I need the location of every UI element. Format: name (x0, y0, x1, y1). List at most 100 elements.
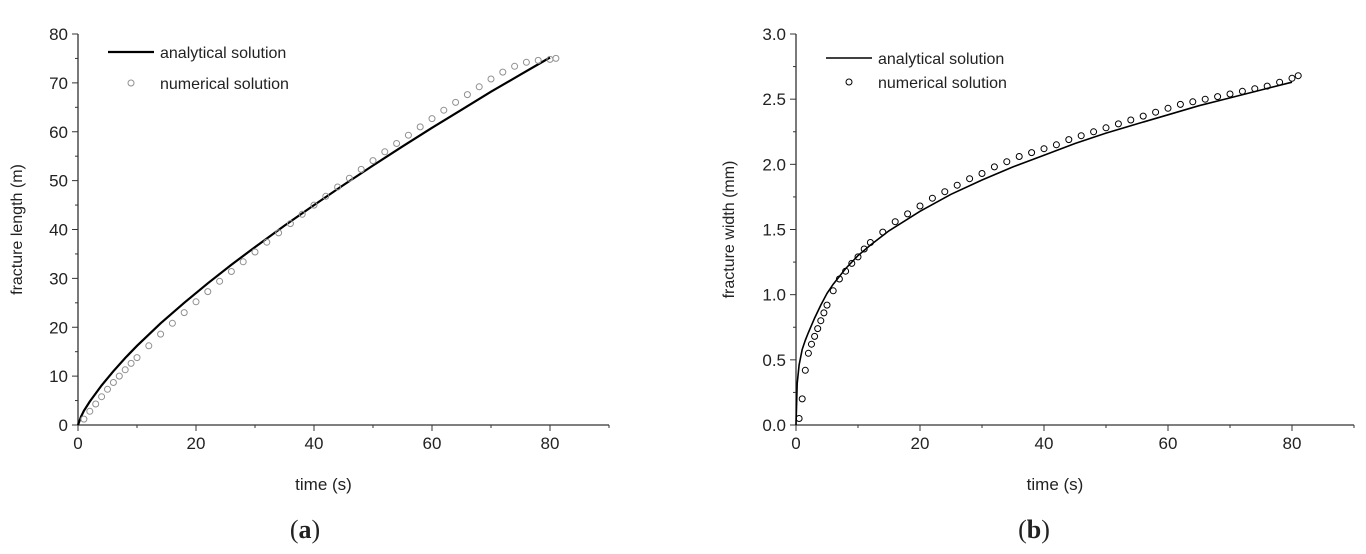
x-tick-label: 80 (1283, 434, 1302, 453)
numerical-point (1201, 95, 1209, 103)
numerical-point (357, 165, 365, 173)
x-tick-label: 40 (1035, 434, 1054, 453)
numerical-point (1127, 116, 1135, 124)
y-tick-label: 1.0 (762, 286, 786, 305)
numerical-point (1288, 74, 1296, 82)
numerical-point (286, 220, 294, 228)
y-tick-label: 0.5 (762, 351, 786, 370)
numerical-point (1040, 145, 1048, 153)
numerical-point (1003, 158, 1011, 166)
y-tick-label: 40 (49, 221, 68, 240)
legend-entry: analytical solution (878, 51, 1004, 68)
legend: analytical solution numerical solution (108, 45, 289, 93)
numerical-point (127, 359, 135, 367)
y-tick-label: 0 (59, 416, 68, 435)
numerical-point (275, 229, 283, 237)
numerical-point (941, 188, 949, 196)
numerical-point (416, 123, 424, 131)
x-tick-label: 20 (911, 434, 930, 453)
numerical-point (820, 309, 828, 317)
numerical-point (848, 259, 856, 267)
numerical-point (345, 174, 353, 182)
numerical-point (1238, 87, 1246, 95)
numerical-point (145, 342, 153, 350)
x-tick-label: 80 (541, 434, 560, 453)
numerical-point (334, 183, 342, 191)
numerical-point (814, 325, 822, 333)
numerical-point (1226, 90, 1234, 98)
x-axis-label: time (s) (295, 475, 352, 494)
numerical-point (795, 415, 803, 422)
y-tick-label: 3.0 (762, 25, 786, 44)
panel-a-chart: 0 20 40 60 80 0 10 20 30 40 50 60 70 80 time (s) fractu… (9, 25, 610, 494)
numerical-point (823, 301, 831, 309)
numerical-point (1189, 98, 1197, 106)
numerical-point (499, 68, 507, 76)
numerical-point (98, 393, 106, 401)
numerical-point (511, 62, 519, 70)
y-tick-label: 2.5 (762, 90, 786, 109)
numerical-point (990, 163, 998, 171)
numerical-point (534, 56, 542, 64)
numerical-point (86, 407, 94, 415)
panel-b-chart: 0 20 40 60 80 0.0 0.5 1.0 1.5 2.0 2.5 3.0 time (s) fr… (721, 25, 1355, 494)
numerical-point (522, 58, 530, 66)
numerical-point (1065, 136, 1073, 144)
y-axis-label: fracture width (mm) (721, 161, 738, 299)
y-tick-label: 50 (49, 172, 68, 191)
numerical-point (180, 309, 188, 317)
numerical-point (835, 275, 843, 283)
analytical-series (76, 56, 551, 426)
y-tick-label: 80 (49, 25, 68, 44)
numerical-point (1152, 108, 1160, 116)
y-tick-label: 20 (49, 318, 68, 337)
numerical-point (115, 372, 123, 380)
numerical-series (795, 72, 1302, 422)
x-tick-label: 60 (423, 434, 442, 453)
numerical-point (842, 267, 850, 275)
numerical-point (168, 319, 176, 327)
y-tick-label: 30 (49, 269, 68, 288)
numerical-point (808, 340, 815, 348)
numerical-point (798, 395, 806, 403)
numerical-point (1102, 124, 1110, 132)
numerical-point (428, 115, 436, 123)
legend-entry: numerical solution (878, 75, 1007, 92)
caption-b: (b) (1018, 515, 1050, 544)
numerical-point (928, 194, 936, 202)
numerical-point (452, 98, 460, 106)
numerical-point (966, 175, 974, 183)
x-tick-label: 40 (305, 434, 324, 453)
numerical-series (80, 54, 560, 423)
legend-entry: numerical solution (160, 76, 289, 93)
numerical-point (866, 239, 874, 246)
numerical-point (1251, 85, 1259, 93)
numerical-point (322, 192, 330, 200)
y-tick-label: 2.0 (762, 155, 786, 174)
numerical-point (552, 54, 560, 62)
legend: analytical solution numerical solution (826, 51, 1007, 92)
y-tick-label: 70 (49, 74, 68, 93)
numerical-point (916, 202, 924, 210)
numerical-point (1015, 153, 1023, 160)
y-axis-label: fracture length (m) (9, 164, 26, 295)
analytical-line (795, 81, 1293, 426)
numerical-point (801, 366, 809, 374)
numerical-point (879, 228, 887, 236)
numerical-point (239, 258, 247, 266)
numerical-point (1294, 72, 1302, 80)
numerical-point (487, 75, 495, 83)
numerical-point (192, 298, 200, 306)
numerical-point (1139, 112, 1147, 120)
numerical-point (310, 201, 318, 209)
numerical-point (829, 287, 837, 295)
numerical-point (463, 91, 471, 99)
legend-marker-swatch (845, 78, 853, 86)
numerical-point (92, 400, 100, 408)
numerical-point (440, 106, 448, 114)
numerical-point (854, 253, 862, 261)
numerical-point (978, 170, 986, 177)
numerical-point (80, 415, 88, 423)
numerical-point (817, 317, 825, 325)
numerical-point (204, 288, 212, 296)
